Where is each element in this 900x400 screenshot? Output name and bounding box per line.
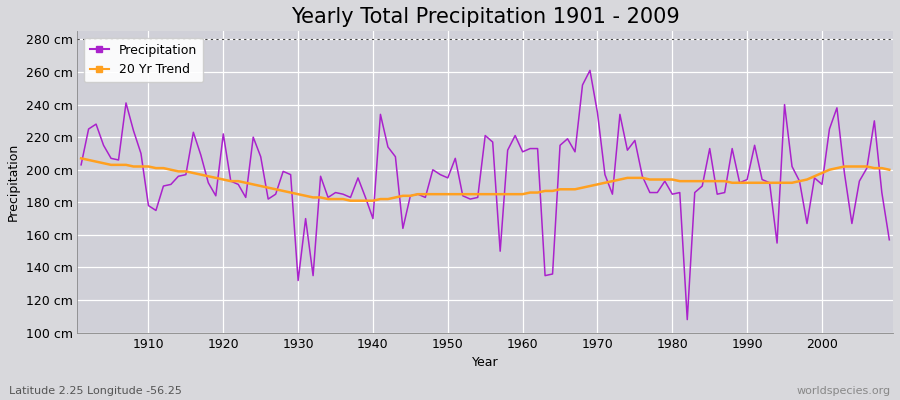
Text: worldspecies.org: worldspecies.org bbox=[796, 386, 891, 396]
Precipitation bbox=[301, 216, 311, 221]
Precipitation bbox=[136, 151, 147, 156]
Text: Latitude 2.25 Longitude -56.25: Latitude 2.25 Longitude -56.25 bbox=[9, 386, 182, 396]
20 Yr Trend bbox=[518, 192, 528, 196]
20 Yr Trend bbox=[76, 156, 86, 161]
20 Yr Trend bbox=[353, 198, 364, 203]
20 Yr Trend bbox=[345, 198, 356, 203]
20 Yr Trend bbox=[615, 177, 626, 182]
X-axis label: Year: Year bbox=[472, 356, 499, 369]
Precipitation bbox=[682, 317, 693, 322]
Title: Yearly Total Precipitation 1901 - 2009: Yearly Total Precipitation 1901 - 2009 bbox=[291, 7, 680, 27]
Line: Precipitation: Precipitation bbox=[81, 70, 889, 320]
Precipitation bbox=[585, 68, 596, 73]
Y-axis label: Precipitation: Precipitation bbox=[7, 143, 20, 221]
Precipitation bbox=[615, 112, 626, 117]
20 Yr Trend bbox=[136, 164, 147, 169]
Precipitation bbox=[518, 150, 528, 154]
Line: 20 Yr Trend: 20 Yr Trend bbox=[81, 158, 889, 201]
20 Yr Trend bbox=[301, 194, 311, 198]
Precipitation bbox=[509, 133, 520, 138]
20 Yr Trend bbox=[525, 190, 535, 195]
Precipitation bbox=[884, 237, 895, 242]
Precipitation bbox=[345, 195, 356, 200]
20 Yr Trend bbox=[884, 167, 895, 172]
Precipitation bbox=[76, 162, 86, 167]
Legend: Precipitation, 20 Yr Trend: Precipitation, 20 Yr Trend bbox=[84, 38, 203, 82]
